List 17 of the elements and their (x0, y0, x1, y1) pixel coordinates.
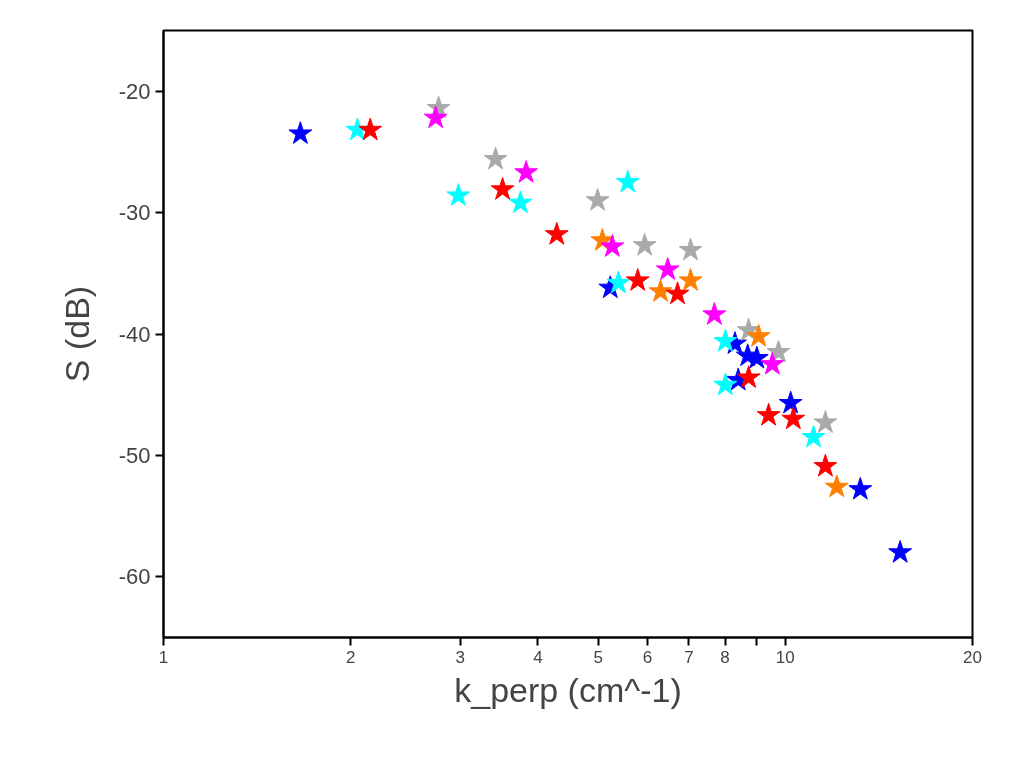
y-axis-title: S (dB) (57, 285, 96, 383)
y-tick-label: -20 (118, 78, 151, 104)
x-tick-label: 20 (963, 647, 982, 667)
x-tick-label: 4 (533, 647, 543, 667)
x-tick-label: 8 (720, 647, 730, 667)
x-tick-label: 3 (455, 647, 465, 667)
x-axis-title: k_perp (cm^-1) (454, 670, 682, 709)
x-tick-label: 6 (642, 647, 653, 667)
x-tick-label: 2 (345, 647, 356, 667)
y-tick-label: -50 (118, 442, 151, 468)
x-tick-label: 7 (684, 647, 694, 667)
y-tick-label: -30 (118, 200, 151, 226)
x-tick-label: 10 (775, 647, 795, 667)
x-tick-label: 5 (593, 647, 603, 667)
y-tick-label: -60 (118, 564, 151, 590)
y-tick-label: -40 (118, 321, 151, 347)
x-tick-label: 1 (158, 647, 169, 667)
